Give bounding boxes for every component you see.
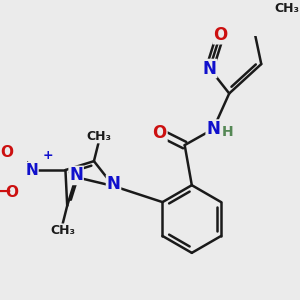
Text: −: −: [0, 182, 12, 201]
Text: O: O: [5, 185, 19, 200]
Text: +: +: [42, 149, 53, 162]
Text: N: N: [206, 120, 220, 138]
Text: N: N: [106, 175, 121, 193]
Text: CH₃: CH₃: [274, 2, 300, 15]
Text: N: N: [25, 163, 38, 178]
Text: O: O: [0, 145, 13, 160]
Text: O: O: [153, 124, 167, 142]
Text: N: N: [69, 167, 83, 184]
Text: H: H: [222, 125, 233, 139]
Text: CH₃: CH₃: [50, 224, 75, 237]
Text: O: O: [213, 26, 227, 44]
Text: N: N: [203, 59, 217, 77]
Text: CH₃: CH₃: [86, 130, 111, 143]
